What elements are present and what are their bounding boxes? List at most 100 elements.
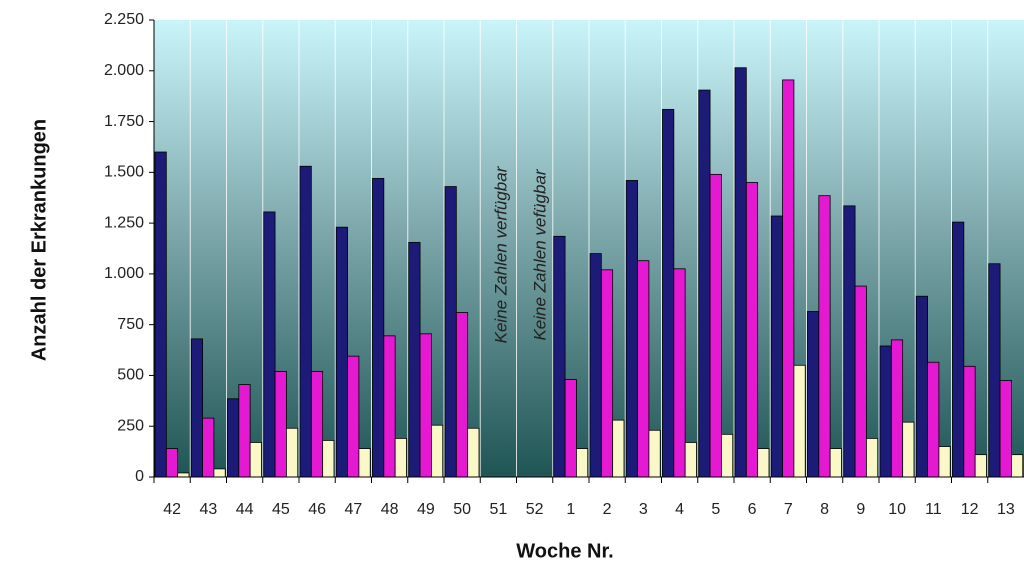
y-tick-label: 2.250 <box>104 11 144 28</box>
bar <box>347 355 360 478</box>
bar <box>419 333 432 478</box>
x-tick-label: 11 <box>925 501 942 518</box>
bar <box>553 235 566 478</box>
bar <box>444 186 457 478</box>
bar <box>177 472 190 478</box>
x-tick-label: 9 <box>856 501 865 518</box>
bar <box>299 165 312 478</box>
x-tick-label: 50 <box>453 501 471 518</box>
bar <box>673 268 686 478</box>
bar <box>721 433 734 478</box>
bar <box>372 178 385 478</box>
bar <box>625 180 638 478</box>
bar <box>1011 454 1024 478</box>
bar <box>807 311 820 478</box>
x-tick-label: 5 <box>711 501 720 518</box>
x-tick-label: 2 <box>603 501 612 518</box>
x-tick-label: 42 <box>163 501 181 518</box>
bar <box>249 442 262 478</box>
bar <box>213 468 226 478</box>
bar <box>988 263 1001 478</box>
x-tick-label: 8 <box>820 501 829 518</box>
x-tick-label: 52 <box>526 501 544 518</box>
bar <box>890 339 904 478</box>
bar <box>637 260 650 478</box>
bar <box>154 151 167 478</box>
bar <box>383 335 396 478</box>
y-tick-label: 1.500 <box>104 164 144 181</box>
bar <box>854 285 867 478</box>
bar <box>927 361 940 478</box>
y-tick-label: 500 <box>117 367 144 384</box>
bar <box>227 398 240 478</box>
x-tick-label: 6 <box>748 501 757 518</box>
y-axis-title: Anzahl der Erkrankungen <box>28 119 50 361</box>
bar <box>843 205 856 478</box>
bar <box>600 269 614 478</box>
bar <box>698 89 711 478</box>
y-tick-label: 750 <box>117 316 144 333</box>
bar <box>648 429 661 478</box>
bar <box>974 454 987 478</box>
bar <box>286 427 299 478</box>
bar <box>190 338 203 478</box>
bar <box>734 67 747 478</box>
bar <box>829 448 842 478</box>
y-tick-label: 2.000 <box>104 62 144 79</box>
bar <box>757 448 770 478</box>
bar <box>455 312 469 478</box>
bar <box>576 448 589 478</box>
bar <box>322 440 335 478</box>
x-tick-label: 10 <box>888 501 906 518</box>
bar <box>879 345 892 478</box>
x-tick-label: 1 <box>566 501 575 518</box>
x-tick-label: 47 <box>344 501 362 518</box>
x-tick-label: 46 <box>308 501 326 518</box>
x-axis-title: Woche Nr. <box>516 540 613 562</box>
y-tick-label: 250 <box>117 417 144 434</box>
bar <box>612 419 625 478</box>
bar <box>431 424 444 478</box>
x-tick-label: 51 <box>489 501 507 518</box>
x-tick-label: 3 <box>639 501 648 518</box>
bar <box>793 364 806 478</box>
y-tick-label: 1.250 <box>104 214 144 231</box>
x-tick-label: 49 <box>417 501 435 518</box>
bar <box>274 370 287 478</box>
bar <box>770 215 783 478</box>
bar <box>952 221 965 478</box>
y-tick-label: 1.000 <box>104 265 144 282</box>
bar <box>358 448 371 478</box>
bar <box>745 182 759 478</box>
bar <box>684 442 697 478</box>
annotation: Keine Zahlen vefügbar <box>530 168 549 340</box>
bar <box>335 226 348 478</box>
x-tick-label: 43 <box>199 501 217 518</box>
x-tick-label: 44 <box>236 501 254 518</box>
x-tick-label: 7 <box>784 501 793 518</box>
bar <box>589 253 602 478</box>
bar <box>938 446 951 478</box>
bar <box>564 379 577 478</box>
y-tick-label: 1.750 <box>104 113 144 130</box>
x-tick-label: 48 <box>381 501 399 518</box>
y-tick-label: 0 <box>135 468 144 485</box>
annotation: Keine Zahlen verfügbar <box>491 165 510 343</box>
bar <box>310 370 324 478</box>
bar <box>915 295 928 478</box>
bar <box>238 384 251 478</box>
x-tick-label: 12 <box>961 501 979 518</box>
bar <box>709 173 722 478</box>
x-tick-label: 13 <box>997 501 1015 518</box>
bar <box>408 242 421 478</box>
x-tick-label: 45 <box>272 501 290 518</box>
bar <box>782 79 795 478</box>
bar <box>165 448 179 478</box>
bar <box>963 365 976 478</box>
bar <box>999 380 1012 478</box>
bar <box>866 438 879 478</box>
bar <box>263 211 276 478</box>
bar <box>467 427 480 478</box>
bar <box>202 417 215 478</box>
